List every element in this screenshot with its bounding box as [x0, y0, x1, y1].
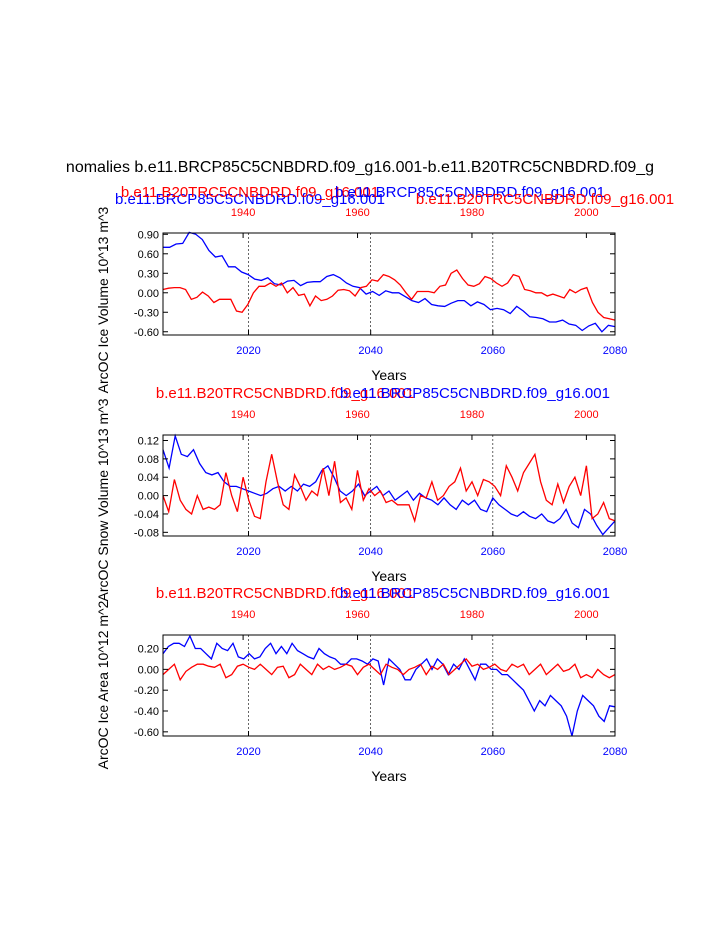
- x-tick-label: 2060: [481, 345, 505, 357]
- y-tick-label: 0.00: [138, 664, 159, 676]
- series-line-red: [162, 452, 616, 524]
- x-tick-label: 2040: [358, 546, 382, 558]
- x-tick-label: 2060: [481, 546, 505, 558]
- y-axis-label: ArcOC Snow Volume 10^13 m^3: [95, 398, 111, 601]
- y-tick-label: 0.08: [138, 454, 159, 466]
- chart-snow-volume: 0.12 0.08 0.04 0.00 -0.04 -0.08 2020 2040 2060 20…: [95, 385, 627, 602]
- x-tick-label: 2080: [603, 746, 627, 758]
- run-name-label: b.e11.B20TRC5CNBDRD.f09_g16.001: [156, 385, 414, 402]
- x-tick-label: 2080: [603, 345, 627, 357]
- top-tick-label: 1960: [345, 609, 369, 621]
- series-line-blue: [163, 231, 616, 333]
- top-tick-label: 1980: [460, 207, 484, 219]
- x-tick-label: 2040: [358, 746, 382, 758]
- run-name-label: b.e11.B20TRC5CNBDRD.f09_g16.001: [156, 585, 414, 602]
- y-tick-label: 0.30: [138, 268, 159, 280]
- y-tick-label: 0.90: [138, 229, 159, 241]
- y-tick-label: 0.12: [138, 436, 159, 448]
- y-tick-label: 0.00: [138, 288, 159, 300]
- plot-frame: [162, 232, 616, 336]
- y-tick-label: -0.04: [134, 509, 159, 521]
- x-tick-label: 2060: [481, 746, 505, 758]
- series-line-blue: [162, 634, 616, 737]
- top-tick-label: 2000: [574, 207, 598, 219]
- y-axis-label: ArcOC Ice Volume 10^13 m^3: [95, 206, 111, 393]
- series-line-blue: [162, 433, 616, 536]
- run-name-label: b.e11.B20TRC5CNBDRD.f09_g16.001: [121, 184, 379, 201]
- chart-panels: 0.90 0.60 0.30 0.00 -0.30 -0.60 2020 2040 2060 20…: [95, 184, 674, 784]
- top-tick-label: 1980: [460, 609, 484, 621]
- run-name-label: b.e11.B20TRC5CNBDRD.f09_g16.001: [416, 191, 674, 208]
- x-tick-label: 2020: [236, 546, 260, 558]
- x-tick-label: 2020: [236, 345, 260, 357]
- y-axis-label: ArcOC Ice Area 10^12 m^2: [95, 600, 111, 769]
- figure-title: nomalies b.e11.BRCP85C5CNBDRD.f09_g16.00…: [66, 159, 654, 176]
- top-tick-label: 1960: [345, 409, 369, 421]
- y-tick-label: -0.60: [134, 727, 159, 739]
- run-name-label: b.e11.BRCP85C5CNBDRD.f09_g16.001: [340, 585, 610, 602]
- top-tick-label: 1960: [345, 207, 369, 219]
- x-tick-label: 2080: [603, 546, 627, 558]
- run-name-label: b.e11.BRCP85C5CNBDRD.f09_g16.001: [340, 385, 610, 402]
- run-name-label: b.e11.BRCP85C5CNBDRD.f09_g16.001: [115, 191, 385, 208]
- y-tick-label: 0.60: [138, 249, 159, 261]
- y-tick-label: -0.30: [134, 307, 159, 319]
- y-tick-label: 0.20: [138, 644, 159, 656]
- y-tick-label: 0.00: [138, 491, 159, 503]
- x-axis-label: Years: [371, 568, 406, 584]
- top-tick-label: 1940: [231, 409, 255, 421]
- x-axis-label: Years: [371, 768, 406, 784]
- y-tick-label: -0.20: [134, 685, 159, 697]
- x-tick-label: 2020: [236, 746, 260, 758]
- top-tick-label: 2000: [574, 409, 598, 421]
- top-tick-label: 2000: [574, 609, 598, 621]
- series-line-red: [162, 657, 616, 682]
- run-name-label: b.e11.BRCP85C5CNBDRD.f09_g16.001: [335, 184, 605, 201]
- top-tick-label: 1940: [231, 207, 255, 219]
- series-line-red: [162, 269, 616, 321]
- x-axis-label: Years: [371, 367, 406, 383]
- y-tick-label: 0.04: [138, 472, 159, 484]
- y-tick-label: -0.40: [134, 706, 159, 718]
- top-tick-label: 1980: [460, 409, 484, 421]
- plot-frame: [162, 434, 616, 537]
- top-tick-label: 1940: [231, 609, 255, 621]
- chart-ice-volume: 0.90 0.60 0.30 0.00 -0.30 -0.60 2020 2040 2060 20…: [95, 184, 674, 393]
- y-tick-label: -0.08: [134, 527, 159, 539]
- plot-frame: [162, 634, 616, 737]
- chart-ice-area: 0.20 0.00 -0.20 -0.40 -0.60 2020 2040 2060 2080 1…: [95, 585, 627, 784]
- y-tick-label: -0.60: [134, 327, 159, 339]
- x-tick-label: 2040: [358, 345, 382, 357]
